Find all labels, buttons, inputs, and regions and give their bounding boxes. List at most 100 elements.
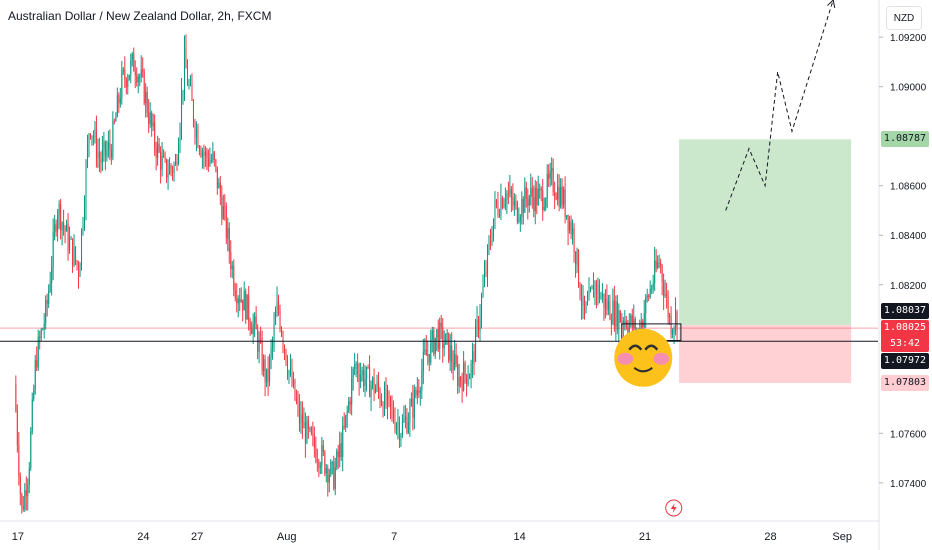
candle-body [482,285,484,297]
x-tick-label: 27 [191,531,203,543]
candle-body [58,204,60,215]
candle-body [37,336,39,368]
candle-body [273,324,275,341]
candle-body [548,173,550,179]
candle-body [512,197,514,206]
candle-body [506,193,508,201]
candle-body [319,466,321,468]
chart-title: Australian Dollar / New Zealand Dollar, … [8,9,272,23]
candle-body [321,445,323,467]
candle-body [604,298,606,309]
candle-body [63,222,65,227]
support-price-badge: 1.07972 [881,353,929,370]
candle-body [127,79,129,88]
candle-body [201,152,203,157]
candle-body [590,289,592,291]
candle-body [397,422,399,426]
candle-body [113,121,115,123]
x-tick-label: 28 [764,531,776,543]
candle-body [207,158,209,166]
candle-body [112,121,114,158]
x-tick-label: Sep [832,531,852,543]
candle-body [391,405,393,409]
candle-body [612,300,614,324]
candle-body [195,129,197,138]
candle-body [470,363,472,377]
currency-button[interactable]: NZD [886,6,922,30]
candle-body [85,164,87,207]
candle-body [434,337,436,354]
candle-body [551,168,553,171]
candle-body [66,223,68,232]
candle-body [549,170,551,179]
candle-body [379,391,381,403]
candle-body [509,189,511,194]
candle-body [40,329,42,339]
candle-body [395,425,397,431]
candle-body [657,262,659,268]
candle-body [358,374,360,382]
candle-body [212,152,214,161]
candle-body [649,289,651,297]
candle-body [100,158,102,163]
candle-body [167,173,169,178]
candle-body [357,363,359,375]
candle-body [503,202,505,208]
candle-body [18,445,20,477]
candle-body [333,461,335,489]
y-tick-label: 1.07600 [890,429,927,440]
candle-body [349,401,351,405]
candle-body [151,112,153,127]
candle-body [488,241,490,248]
candle-body [178,146,180,165]
candle-body [449,345,451,361]
candle-body [15,383,17,411]
candle-body [228,227,230,253]
candle-body [524,187,526,213]
candle-body [124,69,126,80]
candle-body [427,354,429,356]
candle-body [454,354,456,370]
candle-body [624,320,626,325]
candle-body [563,189,565,205]
candle-body [655,260,657,268]
candle-body [339,443,341,458]
candle-body [90,134,92,137]
candle-body [57,214,59,232]
candle-body [185,47,187,69]
candle-body [64,226,66,232]
candle-body [582,296,584,306]
candle-body [621,320,623,322]
candle-body [346,410,348,416]
candle-body [28,468,30,485]
candle-body [634,319,636,335]
take-profit-zone [679,139,852,326]
candle-body [536,188,538,205]
candle-body [525,187,527,199]
candle-body [584,296,586,313]
candle-body [513,201,515,206]
candle-body [667,295,669,317]
candle-body [527,198,529,206]
candle-body [254,316,256,324]
candle-body [445,333,447,345]
candle-body [660,262,662,267]
candle-body [613,300,615,327]
candle-body [116,95,118,117]
candle-body [643,313,645,328]
candle-body [393,408,395,421]
candle-body [252,323,254,334]
candle-body [539,188,541,190]
candle-body [184,47,186,90]
candle-body [416,390,418,396]
candle-body [394,420,396,431]
candle-body [106,150,108,156]
candle-body [646,295,648,298]
candle-body [566,215,568,217]
candle-body [322,445,324,452]
candle-body [73,246,75,265]
candle-body [630,315,632,323]
candle-body [125,79,127,88]
candle-body [279,310,281,329]
